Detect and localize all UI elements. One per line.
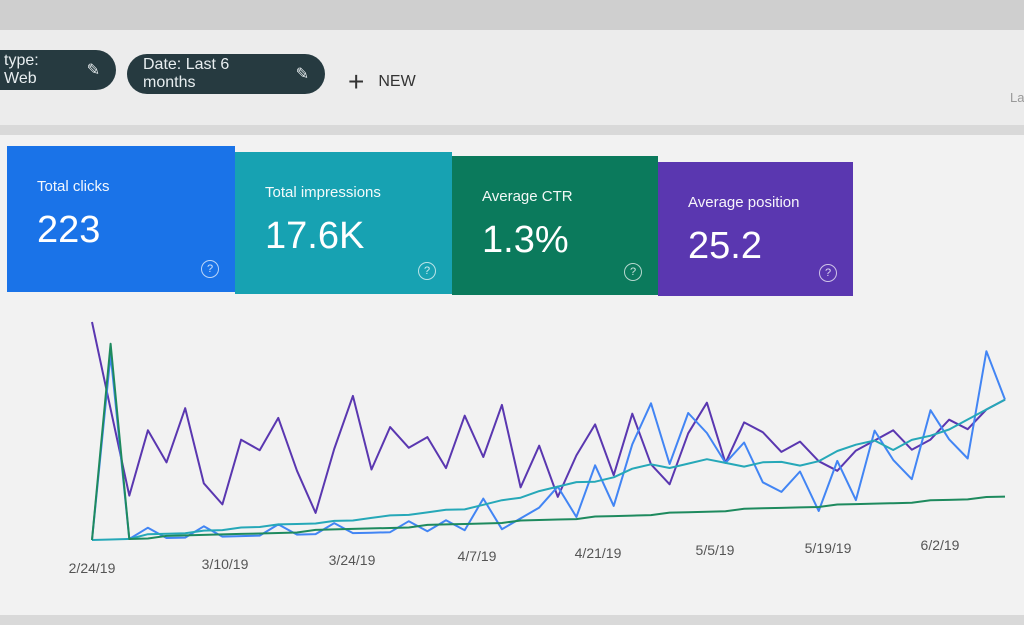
card-label: Average position bbox=[688, 194, 800, 211]
new-label: NEW bbox=[378, 73, 416, 90]
series-line-total-impressions bbox=[91, 398, 1006, 541]
card-value: 25.2 bbox=[688, 225, 762, 267]
card-label: Total impressions bbox=[265, 184, 381, 201]
filter-label: type: Web bbox=[4, 52, 39, 87]
help-icon[interactable]: ? bbox=[624, 263, 642, 281]
plus-icon: + bbox=[348, 66, 365, 97]
help-icon[interactable]: ? bbox=[201, 260, 219, 278]
corner-text: La bbox=[1010, 90, 1024, 105]
x-tick: 5/5/19 bbox=[695, 542, 735, 558]
help-icon[interactable]: ? bbox=[418, 262, 436, 280]
x-tick: 4/7/19 bbox=[457, 548, 497, 564]
x-tick: 4/21/19 bbox=[574, 545, 622, 561]
filter-chip-date[interactable]: Date: Last 6 months ✎ bbox=[127, 54, 325, 94]
new-filter-button[interactable]: + NEW bbox=[348, 66, 416, 98]
x-tick: 3/10/19 bbox=[201, 556, 249, 572]
card-label: Total clicks bbox=[37, 178, 110, 195]
x-tick: 5/19/19 bbox=[804, 540, 852, 556]
series-line-average-position bbox=[91, 321, 1006, 514]
card-label: Average CTR bbox=[482, 188, 573, 205]
filter-chip-type[interactable]: type: Web ✎ bbox=[0, 50, 116, 90]
x-tick: 6/2/19 bbox=[920, 537, 960, 553]
filter-label: Date: Last 6 months bbox=[143, 56, 230, 91]
card-average-ctr[interactable]: Average CTR 1.3% ? bbox=[452, 156, 658, 295]
series-line-average-ctr bbox=[91, 342, 1006, 541]
pencil-icon[interactable]: ✎ bbox=[295, 66, 309, 83]
card-value: 17.6K bbox=[265, 215, 365, 257]
x-tick: 3/24/19 bbox=[328, 552, 376, 568]
card-total-impressions[interactable]: Total impressions 17.6K ? bbox=[235, 152, 452, 294]
pencil-icon[interactable]: ✎ bbox=[86, 62, 100, 79]
help-icon[interactable]: ? bbox=[819, 264, 837, 282]
card-total-clicks[interactable]: Total clicks 223 ? bbox=[7, 146, 235, 292]
card-value: 223 bbox=[37, 209, 101, 251]
x-tick: 2/24/19 bbox=[68, 560, 116, 576]
card-value: 1.3% bbox=[482, 219, 569, 261]
series-line-total-clicks bbox=[91, 350, 1006, 541]
card-average-position[interactable]: Average position 25.2 ? bbox=[658, 162, 853, 296]
